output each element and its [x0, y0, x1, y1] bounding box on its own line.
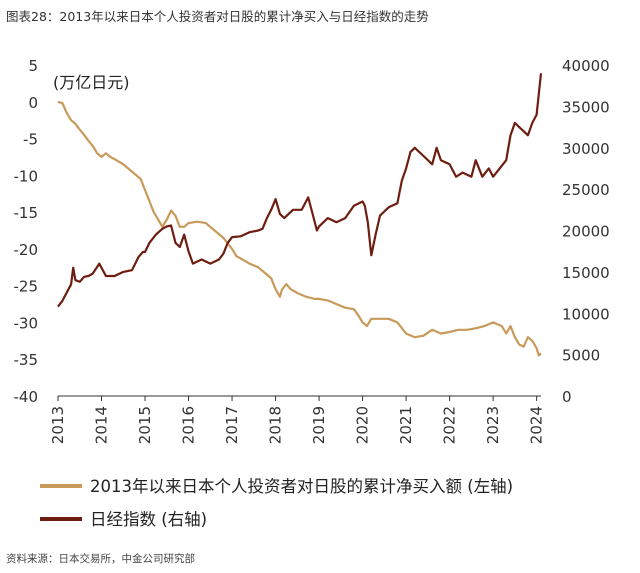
x-tick-label: 2019: [310, 406, 328, 444]
right-axis-ticks: 40000 35000 30000 25000 20000 15000 10000 5000 0: [562, 57, 610, 406]
y-right-tick-label: 0: [562, 388, 572, 406]
chart: 5 0 -5 -10 -15 -20 -25 -30 -35 -40 40000 35000 3000…: [14, 57, 610, 529]
y-right-tick-label: 20000: [562, 223, 610, 241]
x-tick-label: 2014: [93, 406, 111, 444]
x-tick-label: 2020: [354, 406, 372, 444]
y-left-tick-label: -40: [14, 388, 39, 406]
x-tick-label: 2017: [223, 406, 241, 444]
y-left-tick-label: -15: [14, 204, 39, 222]
x-axis-ticks: 2013 2014 2015 2016 2017 2018 2019 2020 2021 2022…: [49, 396, 546, 444]
source-note: 资料来源：日本交易所，中金公司研究部: [6, 553, 195, 565]
y-left-tick-label: 5: [28, 57, 38, 75]
y-left-tick-label: -35: [14, 351, 39, 369]
y-left-tick-label: -10: [14, 167, 39, 185]
left-axis-ticks: 5 0 -5 -10 -15 -20 -25 -30 -35 -40: [14, 57, 39, 406]
y-right-tick-label: 40000: [562, 57, 610, 75]
x-tick-label: 2024: [528, 406, 546, 444]
x-tick-label: 2015: [136, 406, 154, 444]
y-right-tick-label: 5000: [562, 347, 600, 365]
y-right-tick-label: 30000: [562, 140, 610, 158]
series-line-nikkei: [57, 73, 543, 308]
legend-label: 2013年以来日本个人投资者对日股的累计净买入额 (左轴): [90, 477, 513, 496]
y-right-tick-label: 10000: [562, 305, 610, 323]
y-right-tick-label: 25000: [562, 181, 610, 199]
x-tick-label: 2022: [441, 406, 459, 444]
y-left-tick-label: 0: [28, 94, 38, 112]
y-left-tick-label: -20: [14, 241, 39, 259]
y-left-tick-label: -5: [23, 131, 38, 149]
series-group: [57, 73, 543, 357]
y-left-unit-label: (万亿日元): [53, 73, 130, 92]
y-left-tick-label: -30: [14, 314, 39, 332]
y-left-tick-label: -25: [14, 278, 39, 296]
series-line-net-buy: [57, 100, 542, 357]
x-tick-label: 2013: [49, 406, 67, 444]
x-tick-label: 2021: [397, 406, 415, 444]
figure-title: 图表28：2013年以来日本个人投资者对日股的累计净买入与日经指数的走势: [6, 9, 429, 24]
x-tick-label: 2016: [180, 406, 198, 444]
y-right-tick-label: 35000: [562, 98, 610, 116]
x-tick-label: 2018: [267, 406, 285, 444]
x-tick-label: 2023: [484, 406, 502, 444]
y-right-tick-label: 15000: [562, 264, 610, 282]
legend-label: 日经指数 (右轴): [90, 510, 207, 529]
legend: 2013年以来日本个人投资者对日股的累计净买入额 (左轴) 日经指数 (右轴): [40, 477, 513, 529]
